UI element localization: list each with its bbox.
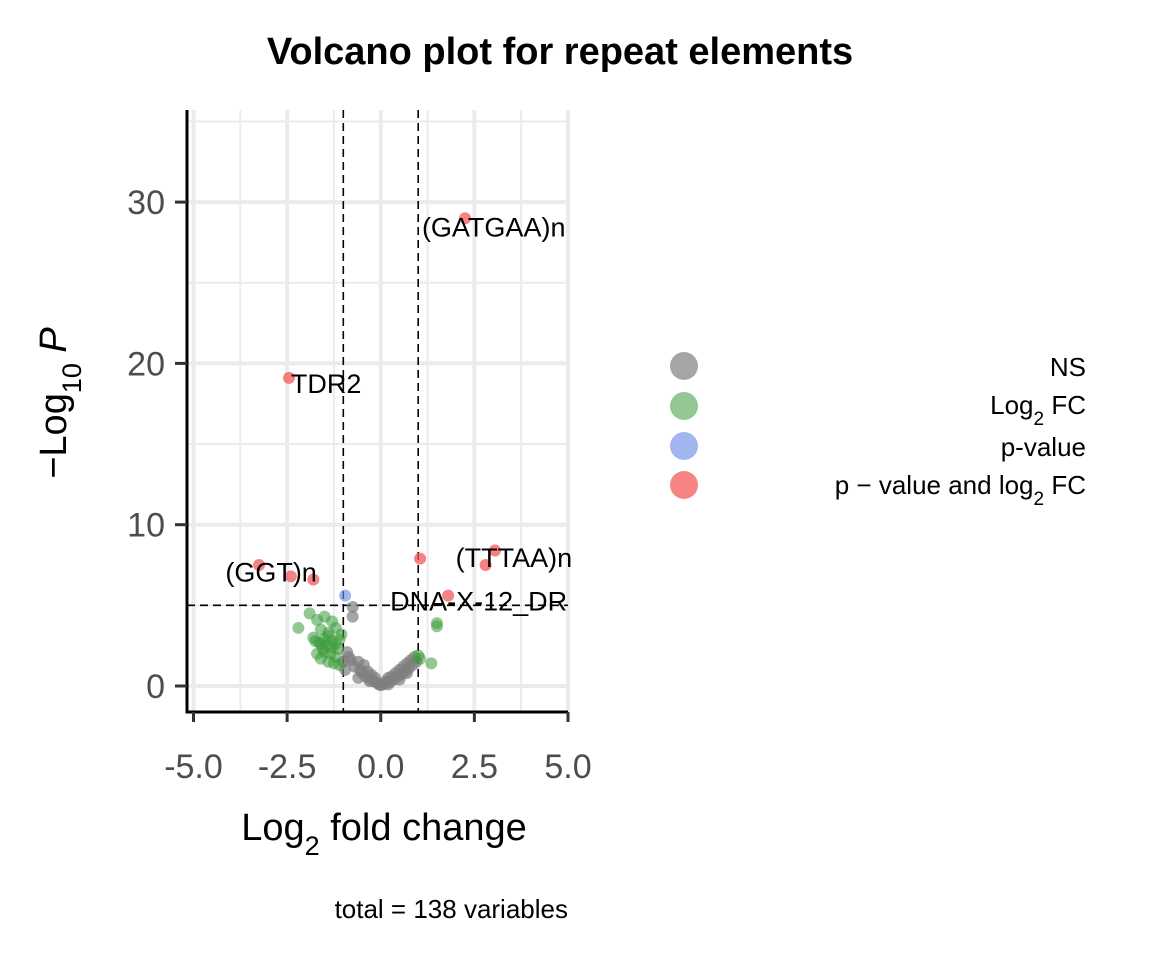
point-ns	[346, 610, 359, 623]
point-fc	[425, 657, 438, 670]
point-label: DNA-X-12_DR	[390, 587, 567, 617]
point-ns	[344, 654, 357, 667]
point-pfc	[459, 212, 472, 225]
point-pfc	[253, 559, 266, 572]
plot-grid	[187, 110, 570, 712]
point-pfc	[442, 589, 455, 602]
point-pfc	[414, 552, 427, 565]
point-label: (TTTAA)n	[456, 543, 573, 573]
point-fc	[322, 629, 335, 642]
point-pfc	[282, 371, 295, 384]
x-tick-label: 5.0	[544, 748, 591, 786]
x-tick-label: -5.0	[164, 748, 223, 786]
point-fc	[430, 620, 443, 633]
chart-title: Volcano plot for repeat elements	[267, 31, 853, 73]
x-tick-label: 0.0	[357, 748, 404, 786]
point-ns	[346, 600, 359, 613]
caption: total = 138 variables	[335, 894, 568, 924]
legend-label-ns: NS	[1050, 352, 1086, 382]
point-pfc	[479, 559, 492, 572]
point-ns	[352, 671, 365, 684]
legend-swatch-p	[670, 432, 698, 460]
point-p	[339, 589, 352, 602]
axes: -5.0 -2.5 0.0 2.5 5.0 0 10 20 30	[127, 110, 592, 786]
x-axis-title: Log2 fold change	[241, 807, 527, 861]
y-axis-title: −Log10 P	[33, 327, 87, 479]
point-label: (GATGAA)n	[422, 212, 566, 242]
point-annotations: (GATGAA)n TDR2 (TTTAA)n (GGT)n DNA-X-12_DR	[225, 212, 572, 616]
y-tick-label: 20	[127, 345, 165, 383]
legend-swatch-pfc	[670, 471, 698, 499]
point-fc	[333, 659, 346, 672]
point-label: (GGT)n	[225, 557, 317, 587]
y-tick-label: 30	[127, 184, 165, 222]
point-label: TDR2	[291, 369, 362, 399]
point-fc	[335, 628, 348, 641]
legend: NS Log2 FC p-value p − value and log2 FC	[670, 352, 1086, 510]
point-fc	[414, 652, 427, 665]
y-tick-label: 10	[127, 507, 165, 545]
point-pfc	[488, 544, 501, 557]
point-pfc	[284, 570, 297, 583]
data-points	[253, 212, 501, 692]
point-ns	[382, 678, 395, 691]
x-tick-label: 2.5	[451, 748, 498, 786]
legend-label-p: p-value	[1001, 432, 1086, 462]
legend-swatch-ns	[670, 352, 698, 380]
point-ns	[363, 675, 376, 688]
point-fc	[329, 638, 342, 651]
y-tick-label: 0	[146, 668, 165, 706]
legend-label-fc: Log2 FC	[990, 390, 1086, 430]
cutoff-lines	[187, 110, 568, 712]
point-fc	[312, 636, 325, 649]
point-ns	[400, 667, 413, 680]
point-fc	[292, 621, 305, 634]
point-pfc	[307, 573, 320, 586]
legend-swatch-fc	[670, 392, 698, 420]
legend-label-pfc: p − value and log2 FC	[835, 470, 1086, 510]
x-tick-label: -2.5	[258, 748, 317, 786]
